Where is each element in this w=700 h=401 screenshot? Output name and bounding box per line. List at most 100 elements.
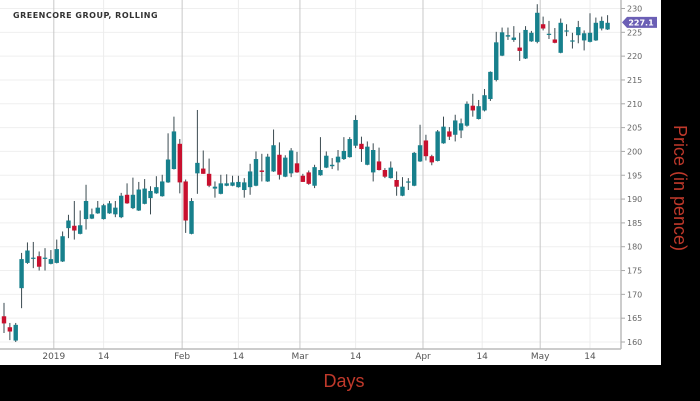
candle-up bbox=[113, 200, 118, 218]
candle-down bbox=[7, 322, 13, 341]
candle-body bbox=[236, 181, 241, 188]
y-tick-label: 230 bbox=[627, 5, 642, 14]
candle-body bbox=[142, 188, 147, 204]
candle-body bbox=[441, 126, 446, 144]
candle-body bbox=[400, 186, 405, 196]
candle-body bbox=[247, 171, 253, 188]
y-tick-label: 200 bbox=[627, 147, 642, 156]
candle-up bbox=[599, 16, 604, 31]
candle-up bbox=[453, 114, 458, 142]
candle-body bbox=[453, 120, 458, 135]
candle-body bbox=[101, 205, 106, 220]
candle-body bbox=[306, 172, 311, 184]
candle-up bbox=[77, 210, 83, 235]
candle-down bbox=[540, 16, 546, 31]
last-price-tag: 227.1 bbox=[622, 16, 657, 28]
candle-up bbox=[54, 239, 59, 264]
candle-up bbox=[19, 252, 24, 309]
candle-up bbox=[365, 141, 370, 166]
x-tick-label: Mar bbox=[291, 352, 308, 362]
candle-body bbox=[417, 145, 423, 162]
candle-down bbox=[470, 93, 475, 117]
candle-up bbox=[119, 192, 124, 219]
candle-up bbox=[83, 184, 89, 230]
candle-body bbox=[429, 156, 434, 163]
y-tick-label: 205 bbox=[627, 124, 642, 133]
y-tick-label: 175 bbox=[627, 267, 642, 276]
candle-up bbox=[529, 30, 534, 42]
candle-up bbox=[312, 164, 317, 189]
candle-body bbox=[318, 170, 323, 176]
y-tick-label: 180 bbox=[627, 243, 642, 252]
candle-body bbox=[470, 105, 475, 111]
candle-body bbox=[212, 186, 218, 189]
candle-down bbox=[376, 147, 382, 171]
candle-body bbox=[294, 163, 300, 173]
x-tick-label: Feb bbox=[174, 352, 190, 362]
candle-body bbox=[353, 119, 358, 146]
candle-up bbox=[230, 175, 235, 187]
candle-body bbox=[66, 220, 71, 229]
candle-body bbox=[505, 35, 511, 37]
candle-body bbox=[242, 182, 247, 191]
candle-body bbox=[406, 181, 411, 183]
y-tick-label: 165 bbox=[627, 314, 642, 323]
y-tick-label: 170 bbox=[627, 290, 642, 299]
candle-down bbox=[1, 302, 7, 333]
candle-body bbox=[341, 150, 347, 160]
candle-down bbox=[72, 200, 77, 240]
candle-body bbox=[148, 190, 153, 199]
candle-up bbox=[494, 31, 499, 82]
candle-down bbox=[394, 171, 399, 196]
candle-body bbox=[587, 32, 593, 42]
x-tick-label: 14 bbox=[350, 352, 362, 362]
y-tick-label: 215 bbox=[627, 76, 642, 85]
x-axis-ticks: 2019 14 Feb 14 Mar 14 Apr 14 May 14 bbox=[42, 352, 596, 362]
y-tick-label: 195 bbox=[627, 171, 642, 180]
last-price-label: 227.1 bbox=[628, 18, 654, 27]
candle-up bbox=[189, 198, 194, 235]
candle-body bbox=[529, 32, 534, 42]
candle-body bbox=[517, 47, 522, 51]
candle-up bbox=[89, 208, 95, 220]
candle-up bbox=[148, 186, 153, 215]
candle-body bbox=[593, 22, 599, 41]
candle-body bbox=[19, 259, 24, 289]
candle-body bbox=[499, 32, 505, 56]
candle-up bbox=[154, 176, 159, 194]
vertical-grid bbox=[53, 0, 591, 349]
candle-up bbox=[488, 71, 493, 101]
candle-body bbox=[13, 324, 18, 341]
candle-body bbox=[271, 145, 276, 172]
candle-body bbox=[412, 152, 417, 186]
candle-up bbox=[581, 30, 587, 51]
candle-body bbox=[388, 167, 393, 179]
candle-body bbox=[283, 157, 288, 177]
x-tick-label: Apr bbox=[415, 352, 431, 362]
candle-up bbox=[370, 143, 376, 182]
candle-body bbox=[535, 12, 540, 42]
candle-body bbox=[300, 175, 306, 182]
candle-down bbox=[277, 142, 282, 180]
candle-body bbox=[523, 29, 528, 59]
candle-up bbox=[605, 15, 610, 30]
candle-up bbox=[499, 27, 505, 57]
candle-body bbox=[230, 182, 235, 186]
candle-body bbox=[42, 257, 48, 259]
candle-up bbox=[60, 231, 65, 262]
candle-down bbox=[36, 251, 42, 271]
candle-up bbox=[265, 153, 270, 182]
candle-body bbox=[154, 187, 159, 194]
candle-up bbox=[505, 27, 511, 40]
candle-body bbox=[365, 146, 370, 165]
candle-up bbox=[353, 115, 358, 149]
candle-up bbox=[417, 124, 423, 162]
candle-body bbox=[329, 164, 335, 167]
candle-body bbox=[476, 106, 481, 120]
candle-down bbox=[259, 153, 265, 182]
candle-up bbox=[464, 101, 470, 127]
candle-body bbox=[324, 155, 329, 168]
y-tick-label: 160 bbox=[627, 338, 642, 347]
candle-up bbox=[66, 214, 71, 239]
candle-up bbox=[476, 99, 481, 120]
